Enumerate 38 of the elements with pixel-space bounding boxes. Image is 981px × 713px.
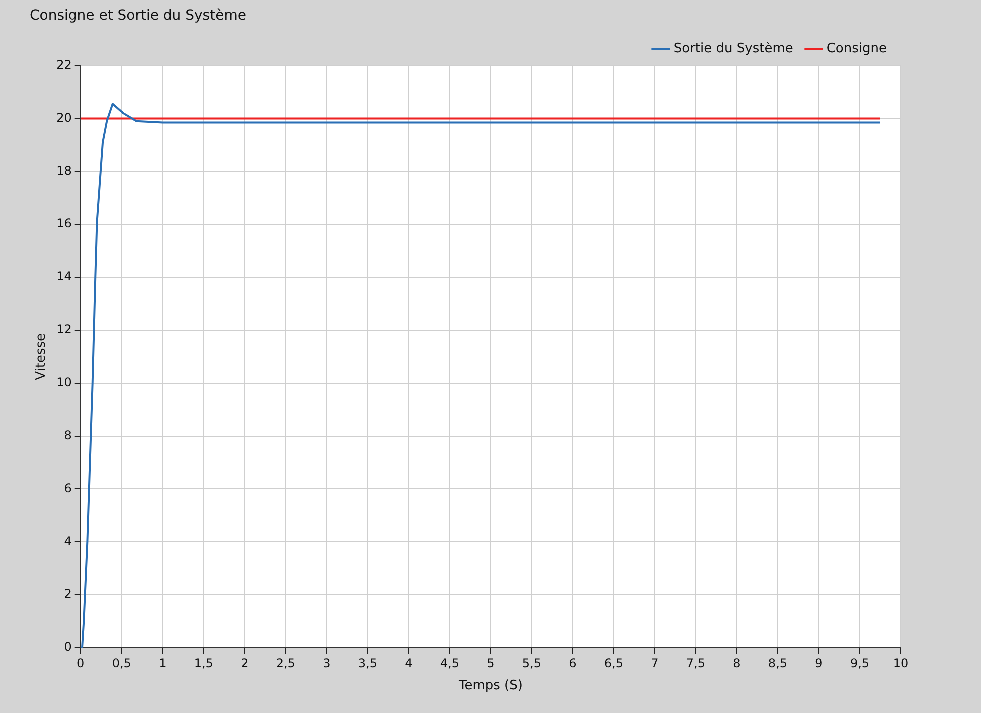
x-tick-label: 5,5 <box>522 656 542 670</box>
x-tick-label: 1 <box>159 656 167 670</box>
x-tick-label: 2,5 <box>276 656 296 670</box>
chart-title: Consigne et Sortie du Système <box>30 8 246 24</box>
y-tick-label: 6 <box>64 481 72 496</box>
x-tick-label: 7 <box>651 656 659 670</box>
x-tick-label: 7,5 <box>686 656 706 670</box>
legend-label: Consigne <box>826 42 888 57</box>
x-tick-label: 9,5 <box>850 656 870 670</box>
x-tick-label: 1,5 <box>194 656 214 670</box>
x-tick-label: 3 <box>323 656 331 670</box>
y-tick-label: 14 <box>56 270 72 284</box>
x-tick-label: 10 <box>893 656 909 670</box>
x-tick-label: 3,5 <box>358 656 378 670</box>
y-tick-label: 4 <box>64 534 72 548</box>
y-tick-label: 12 <box>56 322 72 337</box>
y-tick-label: 22 <box>56 58 72 72</box>
x-axis-title: Temps (S) <box>458 678 523 694</box>
x-tick-label: 0 <box>77 656 85 670</box>
x-tick-label: 2 <box>241 656 249 670</box>
x-tick-label: 6,5 <box>604 656 624 670</box>
y-tick-label: 20 <box>56 110 72 125</box>
legend-label: Sortie du Système <box>674 42 794 57</box>
y-tick-label: 2 <box>64 587 72 602</box>
y-tick-label: 10 <box>56 375 72 390</box>
x-tick-label: 6 <box>569 656 577 670</box>
x-tick-label: 8 <box>733 656 741 670</box>
y-tick-label: 18 <box>56 164 72 178</box>
y-tick-label: 16 <box>56 216 72 231</box>
y-tick-label: 0 <box>64 640 72 654</box>
x-tick-label: 0,5 <box>112 656 132 670</box>
y-tick-label: 8 <box>64 428 72 442</box>
x-tick-label: 4 <box>405 656 413 670</box>
y-axis-title: Vitesse <box>34 333 50 380</box>
x-tick-label: 5 <box>487 656 495 670</box>
x-tick-label: 8,5 <box>768 656 788 670</box>
x-tick-label: 4,5 <box>440 656 460 670</box>
x-tick-label: 9 <box>815 656 823 670</box>
